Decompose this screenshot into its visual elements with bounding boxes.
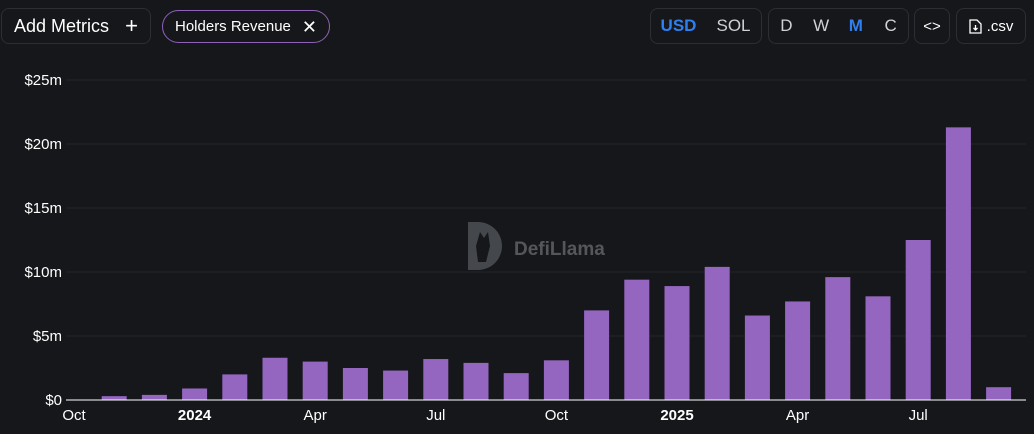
watermark-text: DefiLlama xyxy=(514,239,605,260)
bar-2024-07[interactable] xyxy=(423,359,449,400)
period-option-daily[interactable]: D xyxy=(780,16,793,35)
bars xyxy=(101,127,1012,401)
bar-2023-12[interactable] xyxy=(141,394,167,400)
bar-2025-02[interactable] xyxy=(704,266,730,400)
defillama-watermark: DefiLlama xyxy=(468,222,605,270)
bar-2023-11[interactable] xyxy=(101,396,127,400)
bar-2024-02[interactable] xyxy=(222,374,248,400)
bar-2024-03[interactable] xyxy=(262,357,288,400)
bar-2025-05[interactable] xyxy=(825,277,851,400)
period-option-weekly[interactable]: W xyxy=(813,16,830,35)
y-tick-label: $15m xyxy=(24,200,62,217)
x-tick-label: Apr xyxy=(786,407,809,424)
y-tick-label: $0 xyxy=(45,392,62,409)
x-tick-label: Apr xyxy=(304,407,327,424)
x-tick-label: 2025 xyxy=(660,407,693,424)
bar-2024-12[interactable] xyxy=(624,279,650,400)
plus-icon: + xyxy=(125,13,138,38)
bar-2025-09[interactable] xyxy=(986,387,1012,400)
bar-2025-01[interactable] xyxy=(664,286,690,400)
bar-2025-06[interactable] xyxy=(865,296,891,400)
x-tick-label: Jul xyxy=(909,407,928,424)
bar-2024-10[interactable] xyxy=(543,360,569,400)
bar-2025-07[interactable] xyxy=(905,240,931,400)
bar-2025-03[interactable] xyxy=(744,315,770,400)
metric-chip-holders-revenue[interactable]: Holders Revenue ✕ xyxy=(162,10,330,43)
y-tick-label: $20m xyxy=(24,136,62,153)
close-icon[interactable]: ✕ xyxy=(301,16,317,37)
currency-option-sol[interactable]: SOL xyxy=(716,16,751,35)
bar-2025-04[interactable] xyxy=(785,301,811,400)
y-tick-label: $10m xyxy=(24,264,62,281)
x-tick-label: Jul xyxy=(426,407,445,424)
add-metrics-button[interactable]: Add Metrics + xyxy=(1,8,151,44)
period-toggle: D W M C xyxy=(768,8,909,44)
bar-2024-05[interactable] xyxy=(342,368,368,400)
bar-2024-09[interactable] xyxy=(503,373,529,400)
csv-label: .csv xyxy=(986,17,1014,35)
add-metrics-label: Add Metrics xyxy=(14,15,110,36)
period-option-cumulative[interactable]: C xyxy=(884,16,897,35)
currency-toggle: USD SOL xyxy=(650,8,762,44)
bar-2025-08[interactable] xyxy=(945,127,971,401)
bar-2024-11[interactable] xyxy=(584,310,610,400)
currency-option-usd[interactable]: USD xyxy=(660,16,697,35)
period-option-monthly[interactable]: M xyxy=(848,16,863,35)
y-axis-ticks: $0 $5m $10m $15m $20m $25m xyxy=(24,72,62,409)
x-tick-label: Oct xyxy=(62,407,86,424)
bar-2024-06[interactable] xyxy=(383,370,409,400)
bar-2024-01[interactable] xyxy=(182,388,208,400)
x-tick-label: Oct xyxy=(545,407,569,424)
embed-button[interactable]: <> xyxy=(914,8,950,44)
csv-download-button[interactable]: .csv xyxy=(956,8,1026,44)
bar-2024-04[interactable] xyxy=(302,361,328,400)
y-tick-label: $25m xyxy=(24,72,62,89)
x-tick-label: 2024 xyxy=(178,407,212,424)
grid-lines xyxy=(66,79,1026,337)
code-icon: <> xyxy=(923,17,941,35)
metric-chip-label: Holders Revenue xyxy=(175,18,291,35)
file-download-icon xyxy=(969,18,982,34)
bar-2024-08[interactable] xyxy=(463,362,489,400)
x-axis-ticks: Oct 2024 Apr Jul Oct 2025 Apr Jul xyxy=(62,407,927,424)
y-tick-label: $5m xyxy=(33,328,62,345)
